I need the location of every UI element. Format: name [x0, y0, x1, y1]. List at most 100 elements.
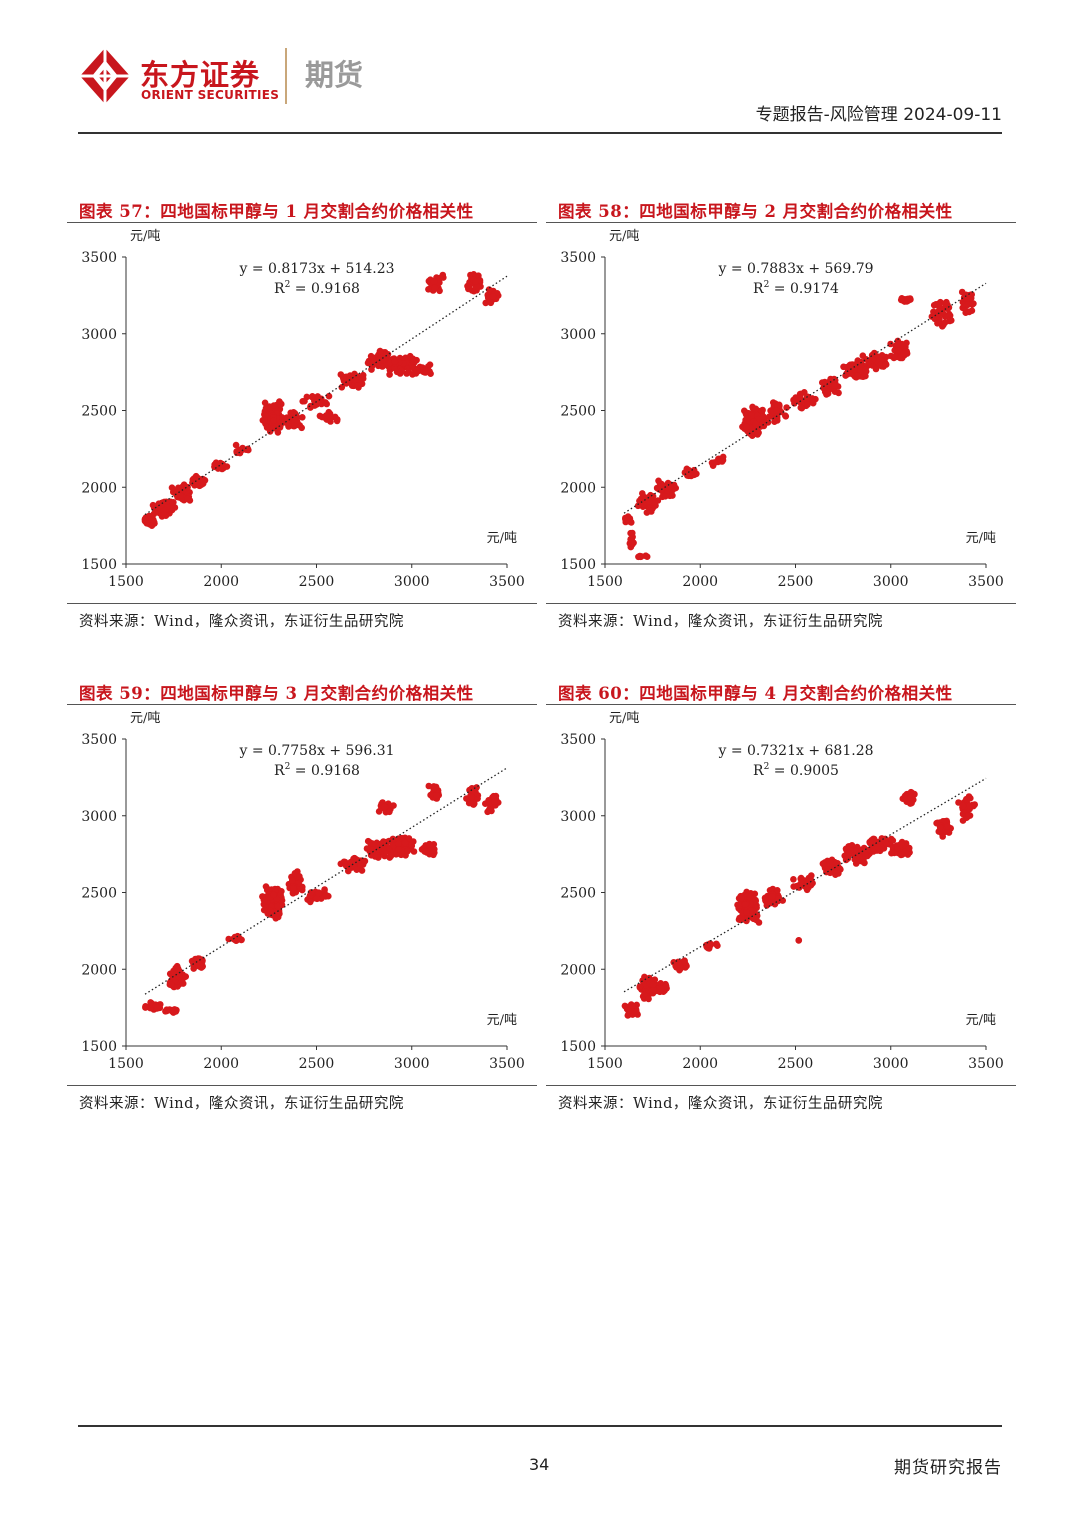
scatter-point	[907, 793, 915, 801]
y-tick-label: 2000	[81, 480, 117, 496]
scatter-point	[746, 893, 754, 901]
panel-bottom-rule	[67, 603, 537, 604]
scatter-point	[422, 368, 429, 375]
scatter-point	[395, 846, 403, 853]
scatter-point	[649, 981, 657, 988]
scatter-point	[381, 803, 389, 811]
scatter-point	[267, 907, 274, 915]
y-tick-label: 3500	[81, 250, 117, 266]
scatter-point	[966, 291, 973, 299]
scatter-point	[851, 365, 858, 373]
scatter-point	[309, 393, 316, 400]
scatter-point	[233, 448, 240, 455]
x-tick-label: 2500	[778, 574, 814, 590]
panel-bottom-rule	[67, 1085, 537, 1086]
scatter-point	[345, 378, 353, 385]
scatter-point	[636, 552, 644, 560]
scatter-point	[425, 286, 432, 293]
scatter-point	[808, 872, 815, 879]
scatter-point	[382, 839, 389, 846]
scatter-point	[744, 415, 751, 422]
scatter-chart: 1500 2000 2500 3000 3500 1500 2000 2500 3000 3500…	[560, 229, 1004, 590]
scatter-point	[175, 973, 183, 981]
scatter-point	[862, 366, 869, 374]
scatter-point	[646, 507, 653, 514]
scatter-point	[167, 981, 175, 989]
x-tick-label: 3000	[873, 1056, 909, 1072]
scatter-point	[390, 802, 397, 809]
scatter-point	[386, 808, 393, 816]
y-axis-label: 元/吨	[609, 229, 639, 244]
scatter-point	[358, 867, 366, 874]
y-tick-label: 2000	[560, 962, 596, 978]
scatter-point	[936, 824, 944, 831]
scatter-point	[426, 840, 433, 848]
scatter-point	[711, 459, 718, 466]
scatter-point	[307, 889, 315, 896]
scatter-point	[745, 429, 753, 437]
regression-equation: y = 0.8173x + 514.23	[238, 261, 394, 277]
scatter-point	[760, 413, 767, 420]
scatter-point	[662, 493, 669, 500]
scatter-point	[941, 300, 949, 307]
scatter-point	[861, 846, 869, 854]
scatter-point	[322, 399, 329, 406]
scatter-point	[941, 319, 949, 326]
x-tick-label: 3000	[873, 574, 909, 590]
scatter-point	[897, 296, 905, 304]
scatter-point	[313, 895, 321, 903]
scatter-point	[900, 350, 908, 357]
scatter-point	[401, 839, 409, 847]
trendline	[144, 275, 508, 516]
x-tick-label: 1500	[587, 574, 623, 590]
scatter-point	[242, 446, 250, 453]
scatter-point	[650, 986, 657, 993]
x-tick-label: 3500	[968, 574, 1004, 590]
scatter-point	[340, 858, 348, 866]
scatter-point	[840, 363, 847, 371]
scatter-point	[151, 509, 159, 516]
scatter-point	[379, 357, 387, 364]
scatter-point	[783, 404, 790, 411]
y-axis-label: 元/吨	[609, 711, 639, 726]
chart-title: 图表 60：四地国标甲醇与 4 月交割合约价格相关性	[558, 684, 953, 703]
x-axis-label: 元/吨	[487, 531, 517, 546]
scatter-point	[289, 877, 296, 884]
scatter-chart: 1500 2000 2500 3000 3500 1500 2000 2500 3000 3500…	[81, 229, 524, 590]
scatter-point	[163, 498, 170, 506]
scatter-point	[965, 812, 972, 819]
brand-subtitle: 期货	[305, 58, 364, 92]
scatter-point	[232, 441, 240, 449]
scatter-point	[270, 417, 277, 424]
scatter-point	[160, 511, 167, 518]
y-axis-label: 元/吨	[130, 711, 160, 726]
scatter-point	[693, 470, 700, 478]
scatter-point	[939, 833, 946, 840]
company-logo	[80, 48, 130, 104]
scatter-point	[753, 911, 761, 918]
scatter-point	[634, 502, 642, 510]
scatter-point	[285, 422, 292, 430]
scatter-point	[290, 884, 297, 892]
scatter-point	[390, 841, 397, 849]
scatter-point	[907, 788, 915, 796]
x-tick-label: 3500	[968, 1056, 1004, 1072]
regression-equation: y = 0.7758x + 596.31	[238, 743, 394, 759]
scatter-point	[261, 416, 268, 424]
scatter-point	[357, 862, 365, 869]
scatter-point	[490, 792, 497, 800]
scatter-point	[872, 365, 880, 373]
regression-equation: y = 0.7883x + 569.79	[717, 261, 873, 277]
scatter-point	[896, 354, 904, 362]
scatter-point	[489, 293, 497, 300]
scatter-point	[905, 844, 913, 852]
scatter-point	[754, 430, 762, 437]
scatter-point	[270, 402, 278, 409]
scatter-point	[196, 955, 203, 962]
scatter-point	[464, 282, 471, 290]
scatter-point	[804, 877, 811, 885]
scatter-point	[894, 341, 902, 348]
chart-panel-59: 图表 59：四地国标甲醇与 3 月交割合约价格相关性 1500 2000 2500 3…	[67, 680, 537, 1112]
scatter-point	[398, 367, 406, 375]
scatter-point	[307, 898, 314, 906]
